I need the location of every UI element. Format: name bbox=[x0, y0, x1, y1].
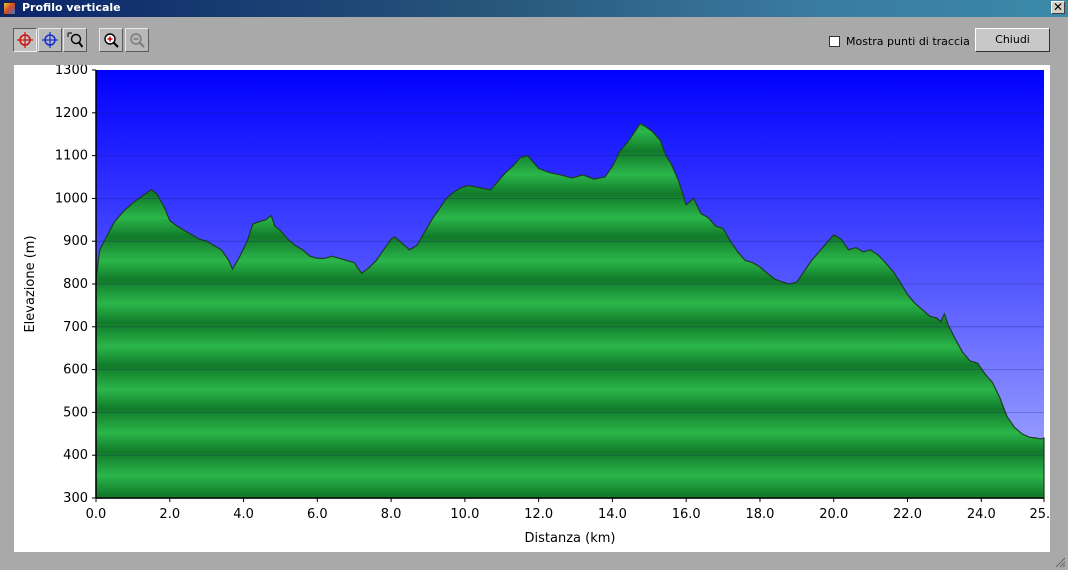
y-tick-label: 1300 bbox=[55, 65, 88, 78]
x-tick-label: 22.0 bbox=[893, 507, 922, 522]
y-axis-title: Elevazione (m) bbox=[23, 235, 38, 332]
crosshair-blue-button[interactable] bbox=[38, 28, 62, 52]
x-tick-label: 12.0 bbox=[524, 507, 553, 522]
crosshair-red-icon bbox=[17, 32, 33, 48]
title-bar: Profilo verticale ✕ bbox=[0, 0, 1068, 17]
x-axis-title: Distanza (km) bbox=[525, 531, 616, 546]
zoom-in-icon bbox=[104, 33, 119, 48]
elevation-area bbox=[95, 122, 1045, 499]
chart-panel: 300 400 500 600 700 800 900 1000 1100 1200 1300 0.0… bbox=[14, 65, 1050, 552]
toolbar: Mostra punti di traccia Chiudi bbox=[0, 17, 1068, 63]
y-tick-label: 700 bbox=[63, 320, 88, 335]
zoom-area-icon bbox=[67, 32, 83, 48]
x-tick-label: 10.0 bbox=[450, 507, 479, 522]
x-tick-label: 24.0 bbox=[967, 507, 996, 522]
x-tick-label: 25.7 bbox=[1030, 507, 1050, 522]
x-tick-label: 18.0 bbox=[745, 507, 774, 522]
y-tick-label: 900 bbox=[63, 234, 88, 249]
x-tick-label: 8.0 bbox=[381, 507, 402, 522]
zoom-area-button[interactable] bbox=[63, 28, 87, 52]
x-tick-label: 4.0 bbox=[233, 507, 254, 522]
crosshair-red-button[interactable] bbox=[13, 28, 37, 52]
window-close-button[interactable]: ✕ bbox=[1051, 0, 1065, 14]
x-tick-label: 2.0 bbox=[159, 507, 180, 522]
show-track-points-checkbox[interactable] bbox=[829, 36, 840, 47]
y-tick-label: 400 bbox=[63, 448, 88, 463]
y-tick-label: 1000 bbox=[55, 191, 88, 206]
crosshair-blue-icon bbox=[42, 32, 58, 48]
y-tick-label: 500 bbox=[63, 405, 88, 420]
y-tick-label: 800 bbox=[63, 277, 88, 292]
y-tick-label: 1200 bbox=[55, 106, 88, 121]
y-tick-label: 300 bbox=[63, 491, 88, 506]
resize-grip-icon[interactable] bbox=[1054, 556, 1066, 568]
x-tick-label: 16.0 bbox=[672, 507, 701, 522]
elevation-profile-chart[interactable]: 300 400 500 600 700 800 900 1000 1100 1200 1300 0.0… bbox=[14, 65, 1050, 552]
zoom-out-button[interactable] bbox=[125, 28, 149, 52]
x-tick-label: 6.0 bbox=[307, 507, 328, 522]
close-button[interactable]: Chiudi bbox=[975, 28, 1050, 52]
window-title: Profilo verticale bbox=[22, 1, 121, 14]
zoom-out-icon bbox=[130, 33, 145, 48]
y-tick-label: 600 bbox=[63, 363, 88, 378]
show-track-points-label: Mostra punti di traccia bbox=[846, 35, 970, 48]
app-icon bbox=[3, 2, 16, 15]
x-tick-label: 20.0 bbox=[819, 507, 848, 522]
x-tick-label: 14.0 bbox=[598, 507, 627, 522]
x-tick-label: 0.0 bbox=[86, 507, 107, 522]
y-tick-label: 1100 bbox=[55, 149, 88, 164]
zoom-in-button[interactable] bbox=[99, 28, 123, 52]
